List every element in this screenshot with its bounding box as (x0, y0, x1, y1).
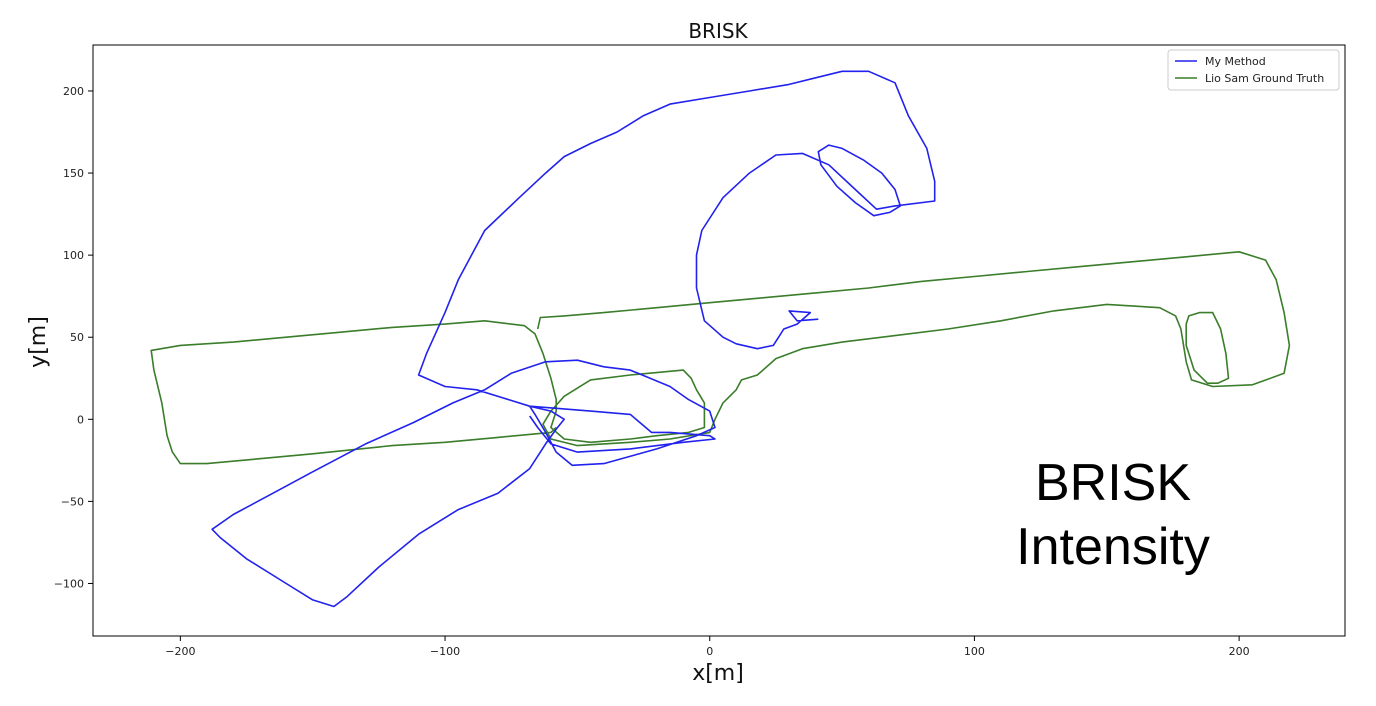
series-loop-my-method (817, 144, 902, 217)
y-tick-label: 50 (70, 331, 84, 344)
x-axis-ticks: −200 −100 0 100 200 (165, 636, 1250, 658)
x-tick-label: 200 (1229, 645, 1250, 658)
x-tick-label: 100 (964, 645, 985, 658)
x-tick-label: 0 (706, 645, 713, 658)
y-tick-label: 0 (77, 413, 84, 426)
y-axis-title: y[m] (26, 316, 51, 368)
y-tick-label: −50 (61, 495, 84, 508)
legend-box (1167, 49, 1340, 91)
series-layer (150, 70, 1291, 608)
chart-title: BRISK (688, 19, 748, 43)
legend-label-ground-truth: Lio Sam Ground Truth (1205, 72, 1324, 85)
annotation-line-2: Intensity (1016, 518, 1210, 576)
x-axis-title: x[m] (692, 661, 744, 686)
plot-frame (92, 44, 1346, 637)
x-tick-label: −100 (430, 645, 460, 658)
y-tick-label: 150 (63, 167, 84, 180)
y-tick-label: 100 (63, 249, 84, 262)
x-tick-label: −200 (165, 645, 195, 658)
y-tick-label: 200 (63, 85, 84, 98)
series-line-ground-truth (150, 251, 1291, 465)
series-line-my-method (211, 70, 936, 608)
series-loop-ground-truth (1185, 311, 1230, 384)
legend-label-my-method: My Method (1205, 55, 1266, 68)
legend: My Method Lio Sam Ground Truth (1167, 49, 1340, 91)
annotation-line-1: BRISK (1035, 454, 1191, 512)
y-tick-label: −100 (54, 577, 84, 590)
y-axis-ticks: −100 −50 0 50 100 150 200 (54, 85, 93, 590)
